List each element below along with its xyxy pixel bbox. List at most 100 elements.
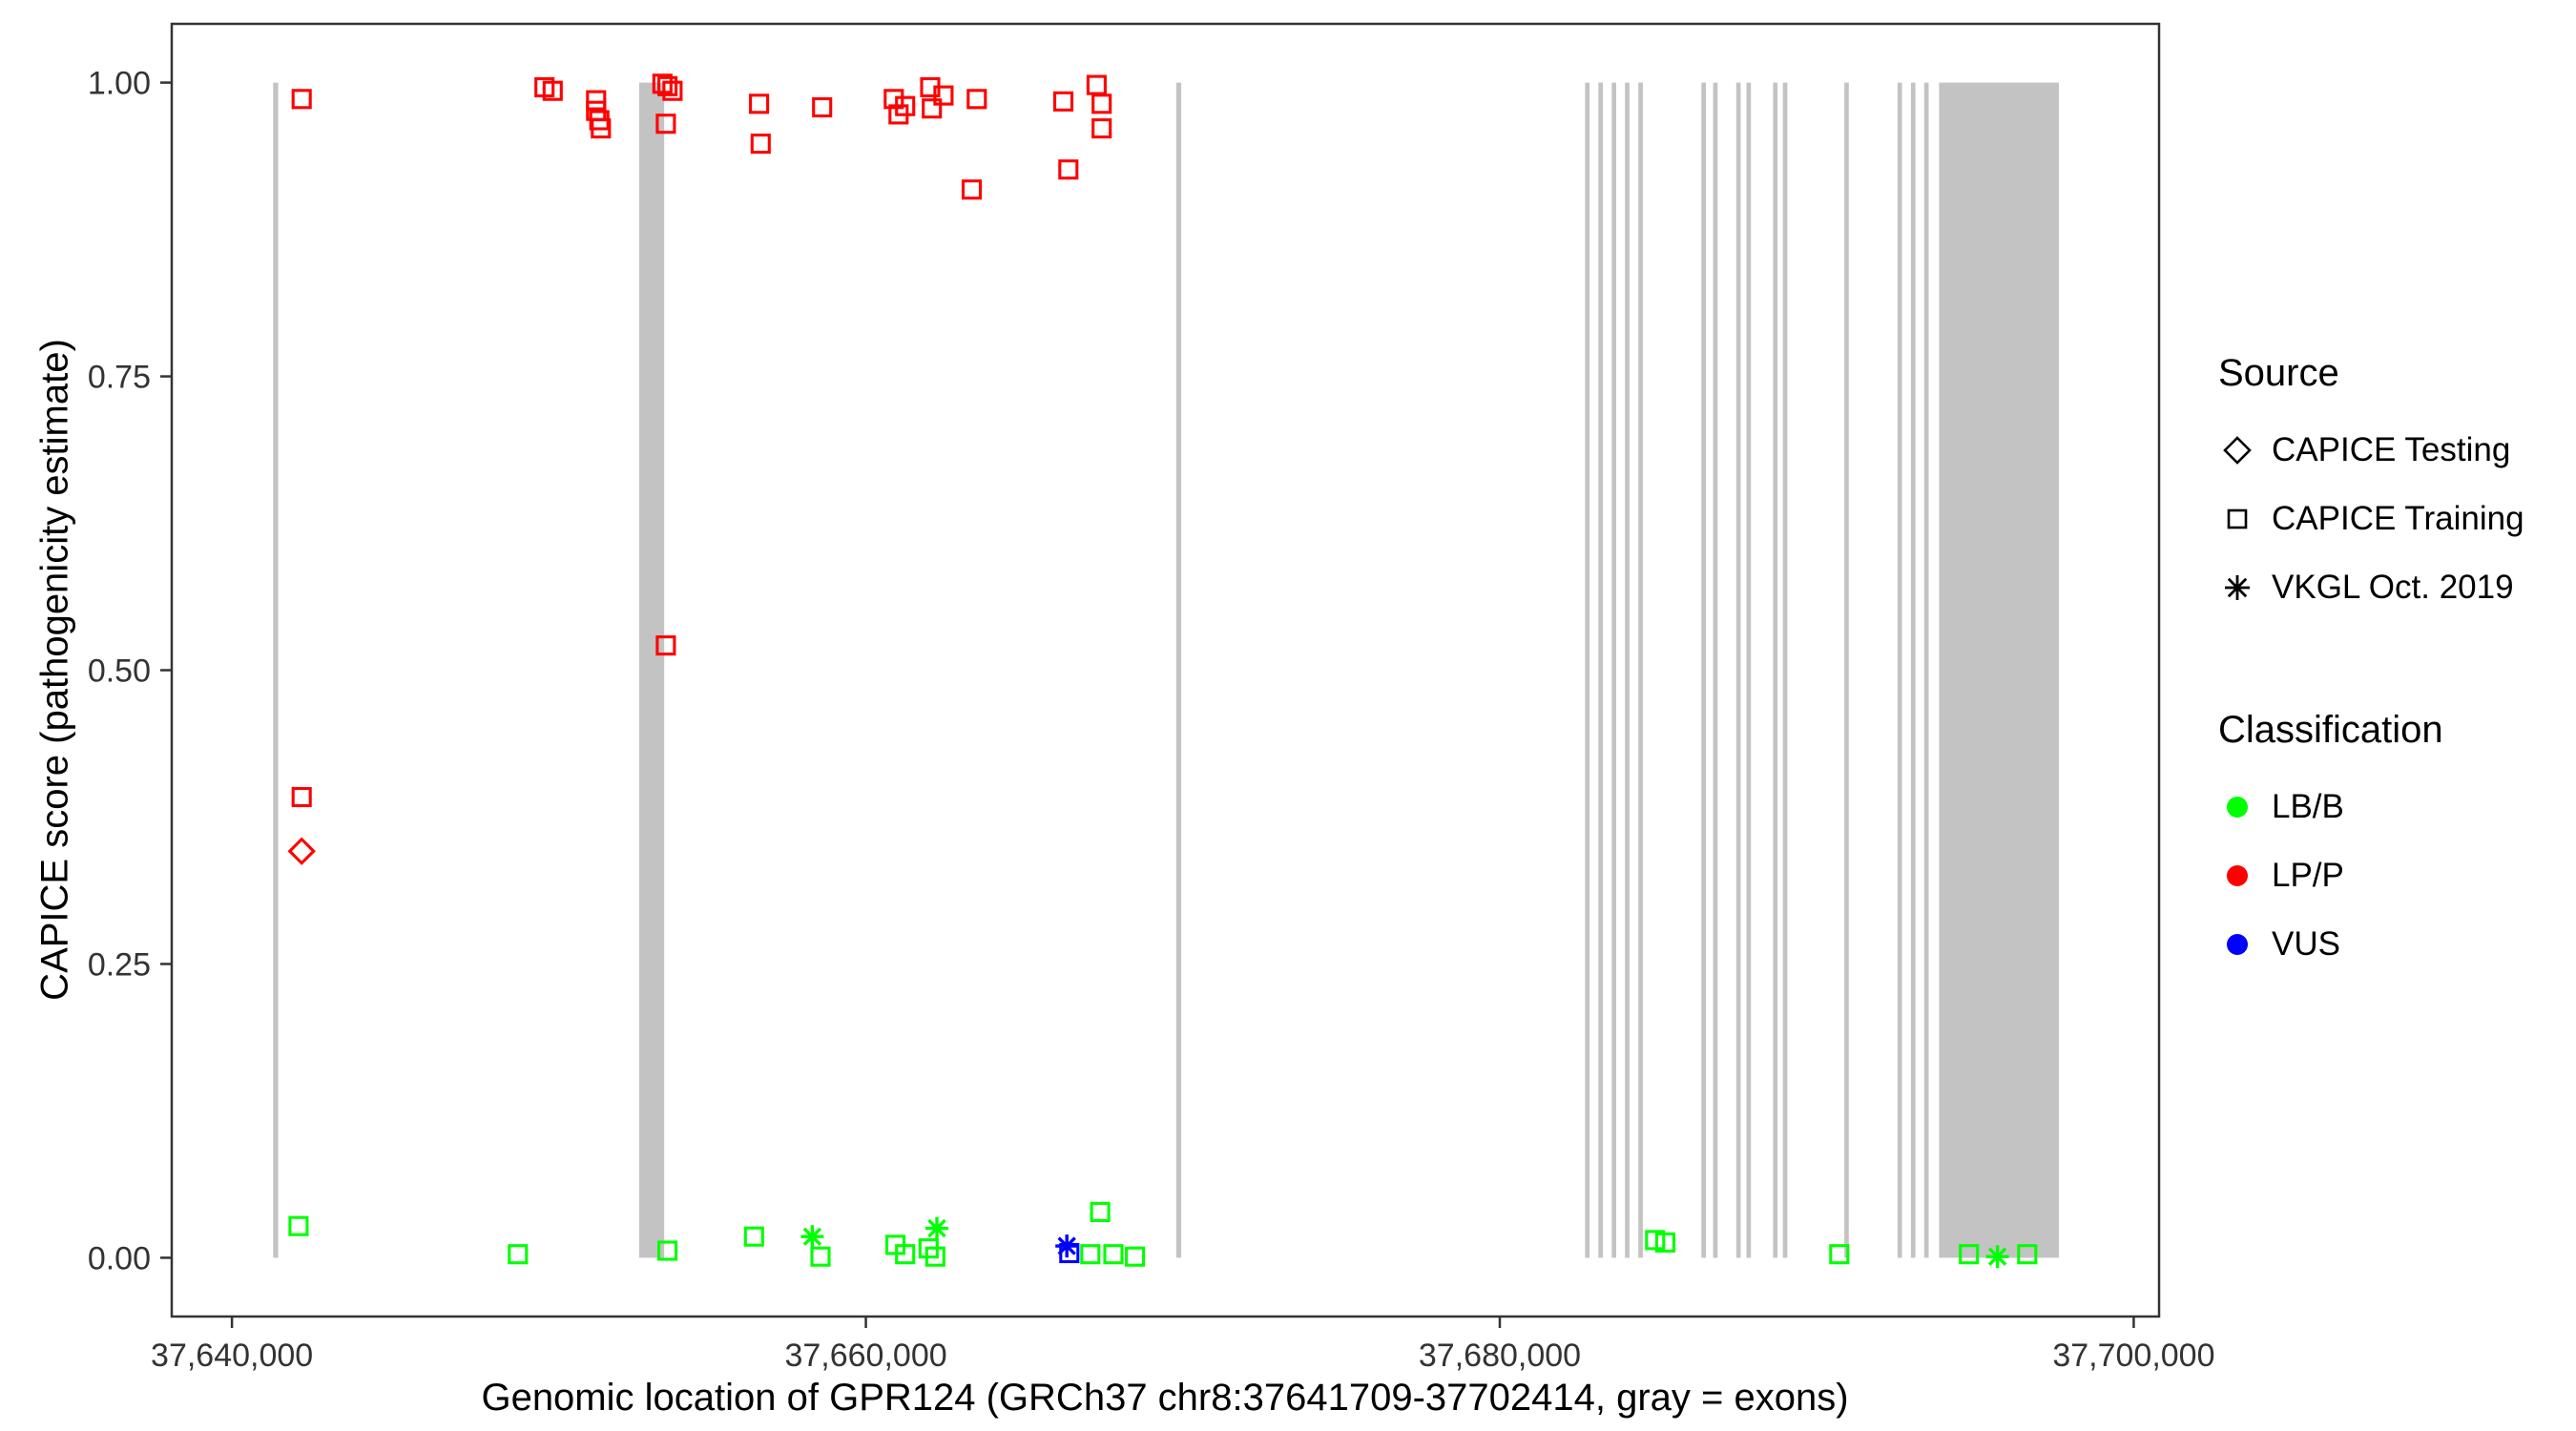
exon-band [1638,82,1643,1258]
exon-band [1923,82,1929,1258]
exon-band [1611,82,1616,1258]
point-square [291,786,312,808]
point-square [1086,74,1107,95]
point-square [1052,91,1074,112]
exon-band [1175,82,1182,1258]
point-square [749,93,770,114]
point-square [1654,1232,1675,1253]
x-tick-label: 37,680,000 [1419,1338,1581,1374]
point-square [591,118,612,139]
point-square [655,635,676,656]
point-square [1645,1230,1666,1251]
point-square [895,95,916,116]
point-asterisk [927,1218,946,1238]
exon-band [1773,82,1778,1258]
exon-band [1746,82,1752,1258]
exon-band [1713,82,1718,1258]
point-square [586,90,607,111]
exon-band [1701,82,1706,1258]
point-diamond [287,837,316,865]
exon-band [1735,82,1741,1258]
point-square [895,1244,916,1265]
legend-item-capice-training: CAPICE Training [2218,485,2571,553]
point-square [542,80,563,101]
exon-band [1625,82,1630,1258]
point-square [288,1215,309,1236]
x-tick-label: 37,700,000 [2052,1338,2214,1374]
y-tick-label: 0.50 [88,653,151,690]
point-asterisk [802,1227,822,1246]
point-square [652,73,673,94]
legend-item-vus: VUS [2218,910,2571,979]
y-axis-title: CAPICE score (pathogenicity estimate) [33,339,76,1001]
point-square [743,1226,764,1247]
point-square [1959,1244,1980,1265]
legend-item-label: CAPICE Testing [2272,431,2511,468]
legend-item-label: VUS [2272,925,2340,963]
exon-band [1939,82,2059,1258]
legend-item-label: LP/P [2272,857,2344,894]
source-legend-title: Source [2218,352,2339,394]
panel-border [170,22,2161,1318]
point-square [922,98,943,119]
point-asterisk [1057,1236,1076,1255]
exon-band [1897,82,1902,1258]
diamond-icon [2223,436,2252,465]
point-square [1080,1244,1101,1265]
y-tick-label: 1.00 [88,66,151,102]
legend-item-label: CAPICE Training [2272,500,2524,537]
source-legend: Source CAPICE Testing CAPICE Training [2218,351,2571,622]
point-square [657,75,678,96]
point-square [1090,1201,1111,1222]
x-axis-title: Genomic location of GPR124 (GRCh37 chr8:… [481,1377,1849,1419]
red-dot-icon [2227,865,2248,886]
legend-panel: Source CAPICE Testing CAPICE Training [2218,351,2571,979]
classification-legend-title: Classification [2218,709,2443,751]
x-tick-label: 37,640,000 [151,1338,313,1374]
point-square [655,114,676,135]
point-square [1829,1244,1850,1265]
point-square [1091,118,1112,139]
square-icon [2227,508,2248,529]
point-square [933,85,954,106]
x-tick-label: 37,660,000 [784,1338,946,1374]
y-tick-label: 0.75 [88,360,151,396]
point-square [657,1240,678,1261]
exon-band [1910,82,1916,1258]
exon-band [1585,82,1590,1258]
exon-band [273,82,279,1258]
point-square [1058,159,1079,180]
point-square [966,89,987,110]
legend-item-lpp: LP/P [2218,841,2571,910]
exon-band [1598,82,1603,1258]
legend-item-vkgl: VKGL Oct. 2019 [2218,553,2571,622]
exon-band [639,82,665,1258]
legend-item-label: VKGL Oct. 2019 [2272,569,2514,606]
point-square [883,89,904,110]
point-square [291,89,312,110]
legend-item-capice-testing: CAPICE Testing [2218,416,2571,485]
classification-legend: Classification LB/B LP/P VUS [2218,708,2571,979]
point-square [662,80,683,101]
point-square [961,179,983,200]
point-square [2017,1244,2038,1265]
y-tick-label: 0.25 [88,946,151,983]
point-square [812,96,833,118]
point-square [924,1246,945,1267]
point-square [508,1244,529,1265]
point-square [810,1246,831,1267]
exon-band [1844,82,1849,1258]
blue-dot-icon [2227,934,2248,955]
point-square [1091,93,1112,114]
point-square [750,134,771,155]
asterisk-icon [2225,575,2250,600]
point-asterisk [1987,1247,2007,1266]
legend-item-lbb: LB/B [2218,773,2571,841]
point-square [1103,1244,1124,1265]
legend-item-label: LB/B [2272,788,2344,825]
green-dot-icon [2227,797,2248,818]
y-tick-label: 0.00 [88,1240,151,1276]
exon-band [1782,82,1788,1258]
